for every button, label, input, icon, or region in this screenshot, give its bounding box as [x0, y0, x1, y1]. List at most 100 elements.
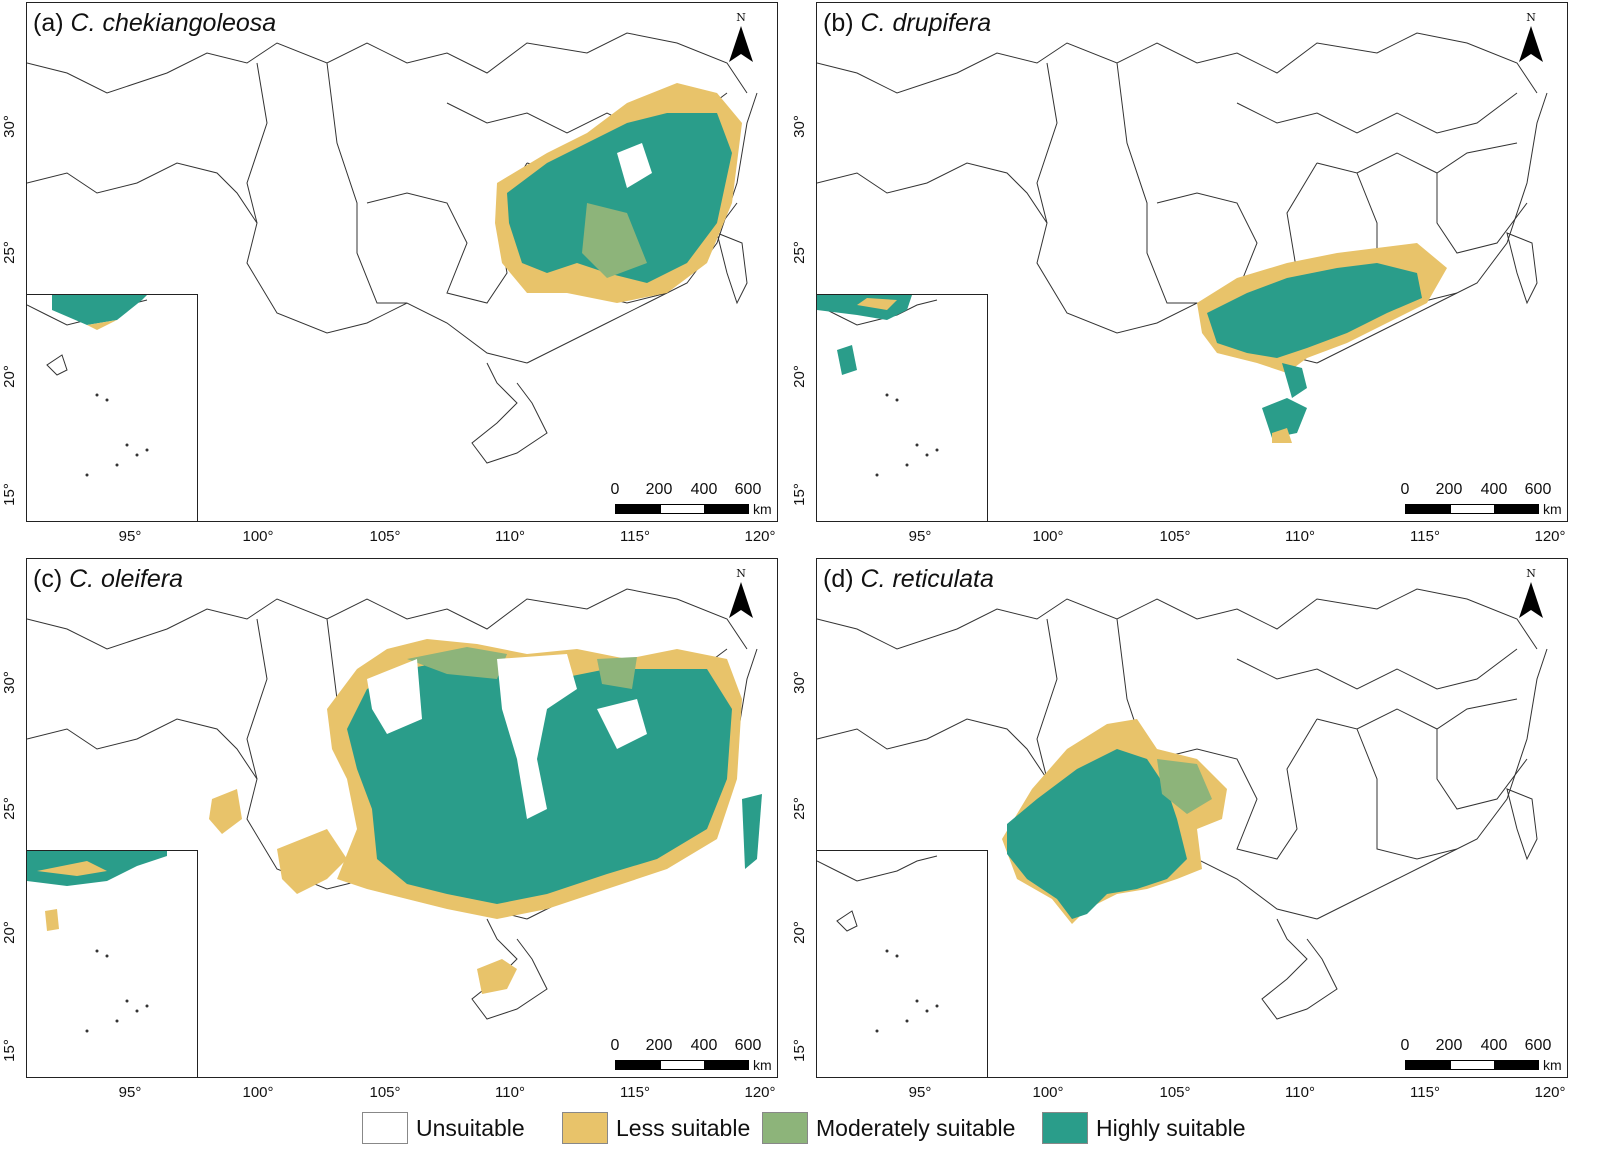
scale-bar-d: 0 200 400 600 km	[1405, 1037, 1565, 1077]
north-label-b: N	[1517, 11, 1545, 24]
scale-segment	[660, 1060, 705, 1070]
legend-swatch-moderately-suitable	[762, 1112, 808, 1144]
legend-item-unsuitable: Unsuitable	[362, 1112, 525, 1144]
legend-label-less-suitable: Less suitable	[616, 1115, 750, 1142]
scale-segment	[1405, 504, 1450, 514]
scale-unit: km	[753, 501, 772, 517]
scale-tick-400: 400	[691, 481, 718, 499]
scale-tick-600: 600	[735, 1037, 762, 1055]
lon-label: 100°	[1032, 528, 1063, 545]
lon-label: 95°	[119, 528, 142, 545]
lon-label: 100°	[242, 528, 273, 545]
scale-bar-b: 0 200 400 600 km	[1405, 481, 1565, 521]
inset-south-china-sea-c	[27, 851, 197, 1077]
scale-tick-200: 200	[646, 1037, 673, 1055]
lon-label: 95°	[909, 1084, 932, 1101]
north-arrow-c: N	[727, 567, 755, 625]
lat-label: 15°	[1, 1039, 18, 1062]
lat-label: 25°	[1, 241, 18, 264]
north-arrow-icon	[1517, 580, 1545, 620]
scale-tick-200: 200	[646, 481, 673, 499]
legend-item-moderately-suitable: Moderately suitable	[762, 1112, 1015, 1144]
lat-label: 20°	[1, 365, 18, 388]
panel-letter-a: (a)	[33, 9, 64, 37]
panel-letter-c: (c)	[33, 565, 62, 593]
panel-title-c: (c) C. oleifera	[33, 565, 183, 594]
lat-label: 20°	[791, 365, 808, 388]
scale-tick-0: 0	[611, 481, 620, 499]
panel-species-a: C. chekiangoleosa	[71, 9, 277, 37]
map-frame-c: (c) C. oleifera N 0 200 400 600 km	[26, 558, 778, 1078]
scale-unit: km	[1543, 501, 1562, 517]
lon-label: 105°	[369, 528, 400, 545]
suitability-areas-c	[209, 639, 762, 994]
scale-bar-c: 0 200 400 600 km	[615, 1037, 775, 1077]
lat-label: 30°	[1, 115, 18, 138]
lon-label: 115°	[1410, 528, 1440, 545]
legend-item-less-suitable: Less suitable	[562, 1112, 750, 1144]
scale-tick-400: 400	[691, 1037, 718, 1055]
scale-tick-400: 400	[1481, 1037, 1508, 1055]
scale-segment	[705, 1060, 749, 1070]
lon-label: 120°	[1534, 1084, 1565, 1101]
lat-label: 30°	[1, 671, 18, 694]
north-arrow-icon	[727, 24, 755, 64]
inset-south-china-sea-d	[817, 851, 987, 1077]
panel-title-a: (a) C. chekiangoleosa	[33, 9, 276, 38]
legend-label-highly-suitable: Highly suitable	[1096, 1115, 1246, 1142]
panel-title-b: (b) C. drupifera	[823, 9, 991, 38]
lon-label: 120°	[744, 528, 775, 545]
north-label-c: N	[727, 567, 755, 580]
lon-label: 100°	[1032, 1084, 1063, 1101]
scale-segment	[1495, 504, 1539, 514]
lon-label: 105°	[369, 1084, 400, 1101]
lon-label: 95°	[909, 528, 932, 545]
lon-label: 115°	[1410, 1084, 1440, 1101]
panel-title-d: (d) C. reticulata	[823, 565, 994, 594]
scale-segment	[615, 1060, 660, 1070]
legend-swatch-highly-suitable	[1042, 1112, 1088, 1144]
lon-label: 120°	[1534, 528, 1565, 545]
lon-label: 115°	[620, 1084, 650, 1101]
scale-tick-0: 0	[1401, 481, 1410, 499]
lat-label: 20°	[791, 921, 808, 944]
panel-species-b: C. drupifera	[861, 9, 992, 37]
north-label-a: N	[727, 11, 755, 24]
panel-d: (d) C. reticulata N 0 200 400 600 km 30°…	[790, 556, 1580, 1111]
scale-segment	[1405, 1060, 1450, 1070]
map-frame-d: (d) C. reticulata N 0 200 400 600 km	[816, 558, 1568, 1078]
lon-label: 110°	[495, 1084, 525, 1101]
scale-segment	[660, 504, 705, 514]
north-arrow-b: N	[1517, 11, 1545, 69]
suitability-areas-b	[1197, 243, 1447, 443]
scale-tick-0: 0	[611, 1037, 620, 1055]
inset-map-c	[27, 850, 198, 1077]
panel-a: (a) C. chekiangoleosa N 0 200 400 600 km	[0, 0, 790, 555]
map-frame-a: (a) C. chekiangoleosa N 0 200 400 600 km	[26, 2, 778, 522]
scale-tick-400: 400	[1481, 481, 1508, 499]
inset-map-b	[817, 294, 988, 521]
lat-label: 25°	[1, 797, 18, 820]
legend-label-moderately-suitable: Moderately suitable	[816, 1115, 1015, 1142]
lat-label: 15°	[791, 483, 808, 506]
scale-tick-200: 200	[1436, 1037, 1463, 1055]
lat-label: 15°	[1, 483, 18, 506]
lon-label: 110°	[495, 528, 525, 545]
scale-segment	[1495, 1060, 1539, 1070]
lat-label: 30°	[791, 115, 808, 138]
panel-letter-b: (b)	[823, 9, 854, 37]
scale-tick-600: 600	[1525, 1037, 1552, 1055]
scale-segment	[1450, 504, 1495, 514]
lat-label: 30°	[791, 671, 808, 694]
north-arrow-d: N	[1517, 567, 1545, 625]
legend-label-unsuitable: Unsuitable	[416, 1115, 525, 1142]
map-frame-b: (b) C. drupifera N 0 200 400 600 km	[816, 2, 1568, 522]
lat-label: 25°	[791, 797, 808, 820]
north-arrow-a: N	[727, 11, 755, 69]
lon-label: 115°	[620, 528, 650, 545]
lon-label: 110°	[1285, 1084, 1315, 1101]
panel-b: (b) C. drupifera N 0 200 400 600 km	[790, 0, 1580, 555]
panel-letter-d: (d)	[823, 565, 854, 593]
inset-south-china-sea-a	[27, 295, 197, 521]
lon-label: 105°	[1159, 528, 1190, 545]
